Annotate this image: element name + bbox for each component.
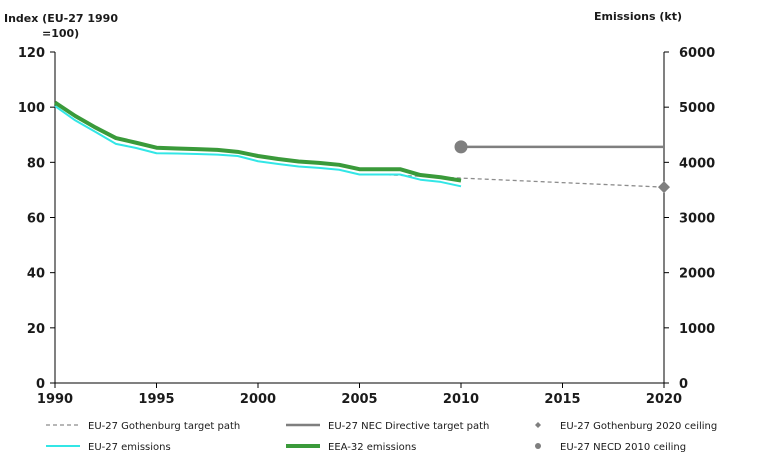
y-left-tick-label: 0 bbox=[36, 377, 45, 392]
legend-label: EU-27 emissions bbox=[88, 442, 171, 453]
legend-item-gothenburg-path: EU-27 Gothenburg target path bbox=[46, 421, 240, 432]
y-left-tick-label: 80 bbox=[27, 156, 45, 171]
y-right-tick-label: 3000 bbox=[679, 212, 715, 227]
legend-item-necd-2010-ceiling: EU-27 NECD 2010 ceiling bbox=[535, 442, 686, 453]
y-right-axis-title: Emissions (kt) bbox=[594, 10, 682, 23]
legend-item-nec-path: EU-27 NEC Directive target path bbox=[286, 421, 489, 432]
y-right-tick-label: 5000 bbox=[679, 101, 715, 116]
legend-symbol-diamond bbox=[535, 422, 541, 428]
x-tick-label: 2015 bbox=[544, 392, 580, 407]
y-left-tick-label: 60 bbox=[27, 212, 45, 227]
x-tick-label: 2020 bbox=[646, 392, 682, 407]
marker-gothenburg-2020-ceiling bbox=[658, 181, 670, 194]
series-line-gothenburg-path bbox=[379, 173, 665, 188]
y-left-axis-title-line2: =100) bbox=[42, 27, 79, 40]
y-left-axis-title: Index (EU-27 1990 bbox=[4, 12, 118, 25]
marker-necd-2010-ceiling bbox=[454, 140, 468, 154]
y-right-tick-label: 6000 bbox=[679, 46, 715, 61]
y-right-tick-label: 4000 bbox=[679, 156, 715, 171]
y-left-tick-label: 100 bbox=[18, 101, 45, 116]
legend-label: EU-27 Gothenburg 2020 ceiling bbox=[560, 421, 717, 432]
y-left-tick-label: 20 bbox=[27, 322, 45, 337]
y-right-tick-label: 0 bbox=[679, 377, 688, 392]
x-tick-label: 1995 bbox=[138, 392, 174, 407]
y-right-tick-label: 2000 bbox=[679, 267, 715, 282]
legend-item-gothenburg-2020-ceiling: EU-27 Gothenburg 2020 ceiling bbox=[535, 421, 717, 432]
legend-label: EU-27 Gothenburg target path bbox=[88, 421, 240, 432]
legend-item-eea32-emissions: EEA-32 emissions bbox=[286, 442, 416, 453]
y-right-tick-label: 1000 bbox=[679, 322, 715, 337]
series-line-eu27-emissions bbox=[54, 105, 462, 188]
legend-label: EEA-32 emissions bbox=[328, 442, 416, 453]
series-line-eea32-emissions bbox=[53, 100, 462, 183]
y-left-tick-label: 120 bbox=[18, 46, 45, 61]
x-tick-label: 1990 bbox=[37, 392, 73, 407]
legend-symbol-circle bbox=[535, 443, 541, 449]
y-left-tick-label: 40 bbox=[27, 267, 45, 282]
legend-item-eu27-emissions: EU-27 emissions bbox=[46, 442, 171, 453]
legend-label: EU-27 NECD 2010 ceiling bbox=[560, 442, 686, 453]
x-tick-label: 2000 bbox=[240, 392, 276, 407]
x-tick-label: 2005 bbox=[341, 392, 377, 407]
legend-label: EU-27 NEC Directive target path bbox=[328, 421, 489, 432]
x-tick-label: 2010 bbox=[443, 392, 479, 407]
